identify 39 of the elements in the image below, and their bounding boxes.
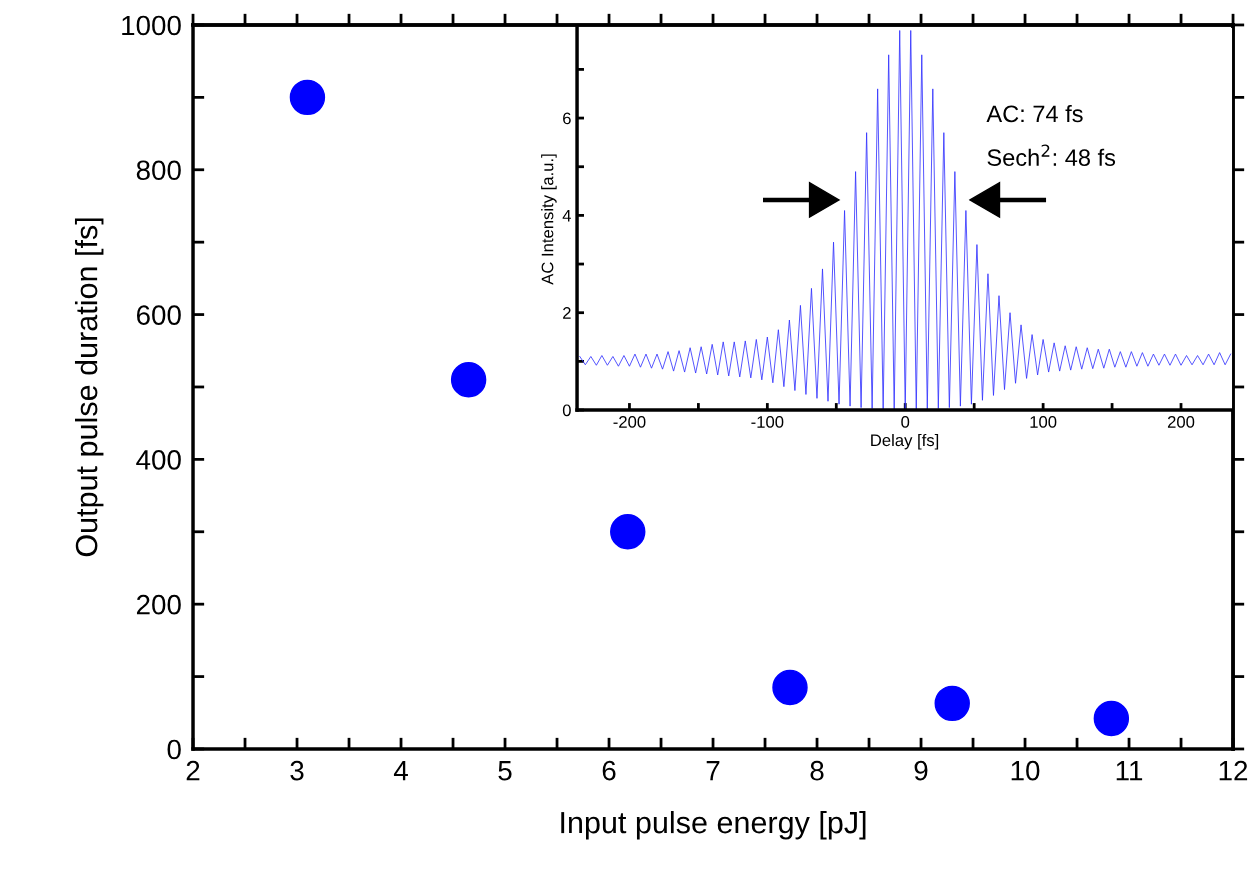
x-tick-label: 8	[810, 760, 824, 781]
x-axis-title: Input pulse energy [pJ]	[561, 810, 866, 840]
y-tick-label: 1000	[122, 15, 181, 36]
point	[1093, 700, 1130, 737]
x-tick-label: 6	[602, 760, 616, 781]
y-axis-title: AC Intensity [a.u.]	[541, 154, 557, 285]
y-tick-label: 6	[563, 112, 571, 125]
x-axis-title: Delay [fs]	[871, 433, 939, 450]
y-tick-label: 2	[563, 307, 571, 319]
point	[289, 79, 326, 116]
x-tick-label: 7	[706, 761, 720, 781]
y-tick-label: 0	[562, 404, 571, 417]
point	[610, 514, 646, 550]
annotation: Sech$^{2}$: 48 fs	[987, 144, 1116, 166]
point	[934, 685, 970, 722]
x-tick-label: 100	[1030, 416, 1057, 428]
point	[772, 669, 808, 706]
x-tick-label: 200	[1167, 416, 1195, 428]
x-tick-label: 9	[914, 760, 928, 781]
line-series	[579, 30, 1232, 411]
y-tick-label: 0	[167, 739, 181, 760]
y-tick-label: 600	[136, 305, 181, 325]
x-tick-label: -200	[613, 416, 646, 428]
y-tick-label: 200	[136, 594, 181, 615]
x-tick-label: 0	[901, 416, 910, 428]
y-tick-label: 400	[136, 450, 181, 470]
y-tick-label: 4	[562, 209, 572, 222]
x-tick-label: 12	[1219, 760, 1248, 781]
y-tick-label: 800	[136, 160, 181, 181]
x-tick-label: -100	[751, 416, 784, 428]
x-tick-label: 11	[1116, 761, 1143, 781]
annotation: AC: 74 fs	[986, 104, 1083, 123]
x-tick-label: 5	[498, 761, 512, 781]
x-tick-label: 3	[290, 760, 304, 781]
x-tick-label: 2	[186, 760, 200, 781]
y-axis-title: Output pulse duration [fs]	[74, 218, 104, 557]
x-tick-label: 4	[393, 761, 408, 781]
x-tick-label: 10	[1011, 760, 1040, 781]
point	[450, 362, 487, 398]
